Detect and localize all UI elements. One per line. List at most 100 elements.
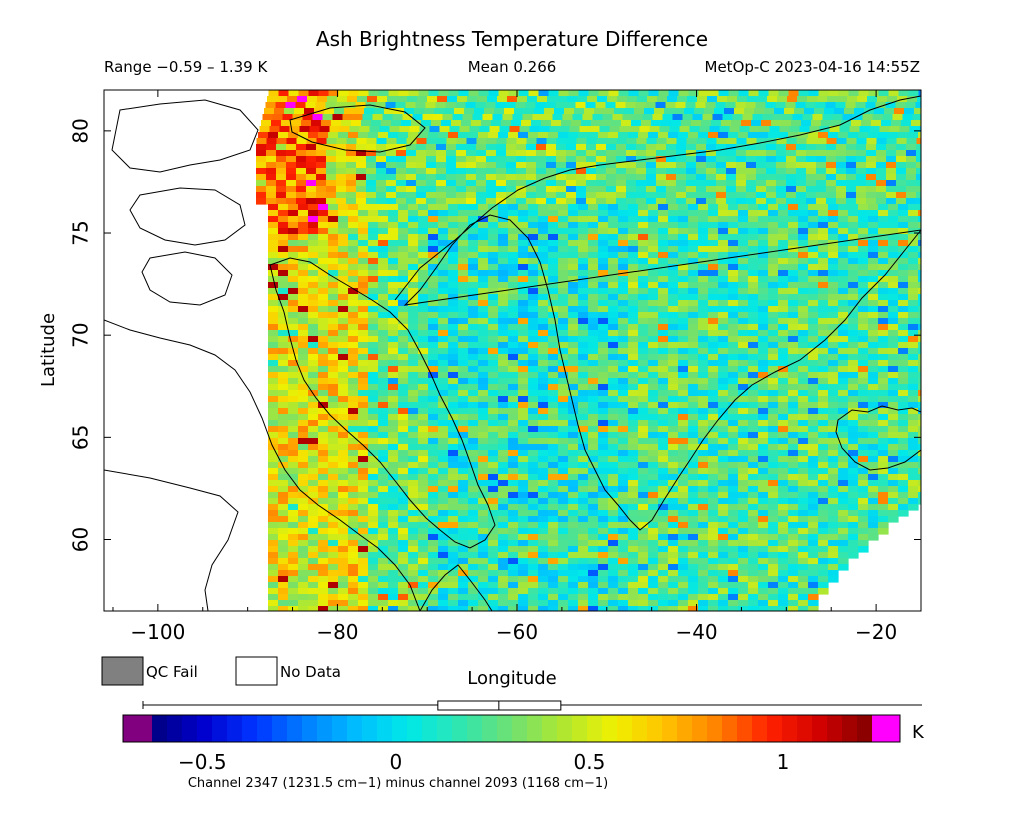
- swath-pixel: [538, 222, 549, 229]
- swath-pixel: [876, 138, 888, 145]
- swath-pixel: [778, 300, 789, 307]
- swath-pixel: [308, 258, 319, 265]
- swath-pixel: [878, 294, 889, 301]
- swath-pixel: [447, 96, 458, 103]
- swath-pixel: [908, 240, 919, 247]
- swath-pixel: [828, 282, 839, 289]
- swath-pixel: [406, 174, 417, 181]
- swath-pixel: [638, 438, 649, 445]
- swath-pixel: [686, 192, 697, 199]
- swath-pixel: [838, 288, 849, 295]
- swath-pixel: [858, 384, 869, 391]
- swath-pixel: [328, 528, 339, 535]
- swath-pixel: [896, 162, 907, 169]
- swath-pixel: [914, 108, 921, 115]
- swath-pixel: [668, 336, 679, 343]
- swath-pixel: [568, 384, 579, 391]
- swath-pixel: [448, 252, 459, 259]
- swath-pixel: [524, 108, 535, 115]
- swath-pixel: [768, 390, 779, 397]
- swath-pixel: [508, 312, 519, 319]
- swath-pixel: [368, 240, 379, 247]
- swath-pixel: [646, 144, 657, 151]
- swath-pixel: [628, 474, 639, 481]
- swath-pixel: [888, 360, 899, 367]
- swath-pixel: [748, 450, 759, 457]
- swath-pixel: [419, 126, 431, 133]
- swath-pixel: [608, 432, 619, 439]
- swath-pixel: [468, 402, 479, 409]
- swath-pixel: [448, 498, 459, 505]
- swath-pixel: [758, 444, 769, 451]
- swath-pixel: [686, 174, 697, 181]
- swath-pixel: [558, 540, 569, 547]
- swath-pixel: [298, 474, 309, 481]
- swath-pixel: [558, 474, 569, 481]
- swath-pixel: [286, 144, 297, 151]
- swath-pixel: [828, 336, 839, 343]
- swath-pixel: [698, 240, 709, 247]
- swath-pixel: [458, 396, 469, 403]
- swath-pixel: [308, 366, 319, 373]
- swath-pixel: [608, 282, 619, 289]
- swath-pixel: [818, 378, 829, 385]
- swath-pixel: [308, 384, 319, 391]
- swath-pixel: [868, 318, 879, 325]
- swath-pixel: [308, 462, 319, 469]
- swath-pixel: [591, 120, 602, 127]
- swath-pixel: [776, 180, 787, 187]
- swath-pixel: [598, 480, 609, 487]
- swath-pixel: [531, 120, 542, 127]
- swath-pixel: [608, 366, 619, 373]
- swath-pixel: [498, 516, 509, 523]
- swath-pixel: [338, 366, 349, 373]
- swath-pixel: [768, 282, 779, 289]
- swath-pixel: [688, 516, 699, 523]
- swath-pixel: [598, 462, 609, 469]
- swath-pixel: [528, 372, 539, 379]
- swath-pixel: [898, 366, 909, 373]
- swath-pixel: [378, 210, 389, 217]
- swath-pixel: [918, 420, 921, 427]
- swath-pixel: [628, 450, 639, 457]
- swath-pixel: [786, 174, 797, 181]
- swath-pixel: [558, 486, 569, 493]
- swath-pixel: [499, 126, 511, 133]
- swath-pixel: [651, 120, 662, 127]
- swath-pixel: [348, 252, 359, 259]
- swath-pixel: [337, 96, 348, 103]
- swath-pixel: [397, 96, 408, 103]
- swath-pixel: [398, 210, 409, 217]
- swath-pixel: [618, 366, 629, 373]
- swath-pixel: [906, 168, 917, 175]
- swath-pixel: [588, 264, 599, 271]
- swath-pixel: [876, 144, 887, 151]
- swath-pixel: [388, 276, 399, 283]
- swath-pixel: [518, 306, 529, 313]
- swath-pixel: [669, 126, 681, 133]
- swath-pixel: [649, 126, 661, 133]
- swath-pixel: [308, 282, 319, 289]
- swath-pixel: [858, 390, 869, 397]
- swath-pixel: [808, 240, 819, 247]
- swath-pixel: [918, 444, 921, 451]
- swath-pixel: [468, 204, 479, 211]
- swath-pixel: [806, 150, 817, 157]
- swath-pixel: [432, 114, 444, 121]
- swath-pixel: [538, 504, 549, 511]
- swath-pixel: [378, 534, 389, 541]
- swath-pixel: [918, 480, 921, 487]
- swath-pixel: [868, 516, 879, 523]
- swath-pixel: [558, 90, 570, 97]
- swath-pixel: [348, 342, 359, 349]
- swath-pixel: [398, 324, 409, 331]
- swath-pixel: [406, 150, 417, 157]
- swath-pixel: [272, 114, 284, 121]
- swath-pixel: [308, 432, 319, 439]
- swath-pixel: [438, 414, 449, 421]
- swath-pixel: [618, 246, 629, 253]
- swath-pixel: [478, 132, 489, 139]
- swath-pixel: [858, 210, 869, 217]
- swath-pixel: [256, 156, 267, 163]
- swath-pixel: [346, 150, 357, 157]
